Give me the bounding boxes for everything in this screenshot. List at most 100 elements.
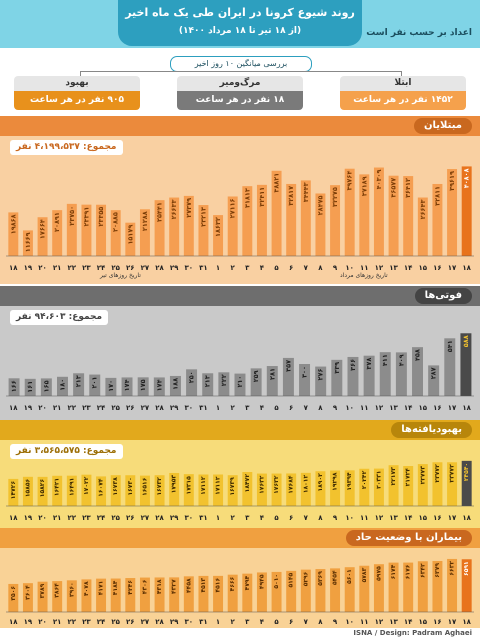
infected-value-label: ۲۷۳۷۹ — [185, 198, 193, 218]
recovered-bar — [461, 460, 472, 506]
deaths-day-tick: ۱۴ — [404, 404, 413, 412]
deaths-day-tick: ۲۰ — [38, 404, 47, 412]
units-note: اعداد بر حسب نفر است — [366, 28, 472, 38]
infected-bar — [388, 175, 399, 256]
deaths-day-tick: ۳ — [245, 404, 250, 412]
recovered-day-tick: ۱۱ — [360, 514, 369, 522]
deaths-value-label: ۲۰۱ — [91, 377, 99, 389]
deaths-summary-value: ۱۸ نفر در هر ساعت — [177, 91, 303, 110]
critical-value-label: ۴۰۷۸ — [83, 581, 90, 596]
deaths-value-label: ۲۸۱ — [268, 368, 276, 380]
infected-bar — [403, 176, 414, 256]
infected-bar — [315, 193, 326, 256]
deaths-day-tick: ۲۸ — [155, 404, 164, 412]
recovered-bar — [286, 473, 297, 506]
critical-day-tick: ۱۷ — [448, 618, 457, 626]
recovered-bar — [183, 474, 194, 506]
recovered-chart: ۱۴۷۲۶ ۱۵۸۵۶ ۱۵۸۲۶ ۱۶۴۲۱ ۱۶۴۹۱ ۱۷۰۲۲ ۱۶۰۷۴ ۱۶۷۳۸… — [6, 460, 474, 522]
deaths-bar — [218, 372, 230, 396]
infected-day-tick: ۱۸ — [462, 264, 471, 272]
critical-day-tick: ۲۲ — [68, 618, 77, 626]
critical-value-label: ۴۴۵۸ — [185, 578, 192, 593]
recovered-bar — [447, 462, 458, 506]
recovered-bar — [315, 471, 326, 506]
deaths-day-tick: ۱۷ — [448, 404, 457, 412]
critical-value-label: ۴۳۱۸ — [156, 579, 163, 594]
deaths-bar — [363, 355, 375, 396]
deaths-value-label: ۲۱۰ — [236, 376, 244, 388]
recovered-day-tick: ۲۲ — [68, 514, 77, 522]
deaths-day-tick: ۱۸ — [462, 404, 471, 412]
deaths-bar — [202, 373, 214, 396]
critical-bar — [242, 573, 253, 612]
recovered-bar — [388, 465, 399, 506]
infected-value-label: ۳۶۴۱۲ — [404, 178, 412, 198]
recovered-day-tick: ۱۳ — [389, 514, 398, 522]
deaths-value-label: ۴۰۹ — [397, 354, 405, 366]
infected-day-tick: ۱۳ — [389, 264, 398, 272]
critical-value-label: ۶۳۴۲ — [419, 563, 426, 578]
infected-bar — [8, 212, 19, 256]
infected-value-label: ۴۰۳۰۹ — [375, 169, 383, 189]
critical-day-tick: ۴ — [260, 618, 265, 626]
recovered-value-label: ۱۵۸۵۶ — [24, 478, 31, 497]
critical-day-tick: ۲۹ — [170, 618, 179, 626]
recovered-bar — [242, 472, 253, 506]
infected-day-tick: ۲۶ — [126, 264, 135, 272]
critical-value-label: ۴۵۱۶ — [215, 578, 222, 593]
infected-value-label: ۲۳۳۵۵ — [97, 207, 105, 227]
recovered-day-tick: ۲۱ — [53, 514, 62, 522]
deaths-bar — [428, 365, 440, 396]
recovered-day-tick: ۱۶ — [433, 514, 442, 522]
deaths-value-label: ۱۶۱ — [26, 381, 34, 393]
deaths-bar — [347, 356, 359, 396]
critical-day-tick: ۱۰ — [345, 618, 354, 626]
critical-value-label: ۴۲۴۶ — [127, 580, 134, 595]
critical-value-label: ۴۱۸۴ — [112, 580, 119, 595]
infected-value-label: ۳۲۲۷۵ — [331, 187, 339, 207]
infected-day-tick: ۱۲ — [375, 264, 384, 272]
recovered-value-label: ۲۴۵۴۰ — [463, 463, 470, 481]
credit-text: ISNA / Design: Padram Aghaei — [353, 629, 472, 637]
recovered-day-tick: ۱۸ — [462, 514, 471, 522]
critical-bar — [37, 581, 48, 612]
critical-value-label: ۵۲۹۶ — [302, 571, 309, 586]
mordad-axis-label: تاریخ روزهای مرداد — [340, 272, 388, 279]
recovered-bar — [373, 468, 384, 506]
recovered-day-tick: ۱۲ — [375, 514, 384, 522]
recovered-day-tick: ۳ — [245, 514, 250, 522]
recovered-value-label: ۱۶۰۷۴ — [98, 478, 105, 497]
deaths-day-tick: ۲ — [231, 404, 236, 412]
infected-bar — [139, 209, 150, 256]
infected-bar — [169, 197, 180, 256]
critical-value-label: ۴۷۹۴ — [244, 575, 251, 590]
critical-header: بیماران با وضعیت حاد — [0, 528, 480, 548]
infected-bar — [271, 170, 282, 256]
critical-value-label: ۳۵۰۶ — [10, 586, 17, 601]
recovered-day-tick: ۹ — [333, 514, 338, 522]
infected-day-tick: ۱۰ — [345, 264, 354, 272]
critical-bar — [183, 576, 194, 612]
infected-day-tick: ۲۷ — [141, 264, 150, 272]
deaths-day-tick: ۱۸ — [9, 404, 18, 412]
deaths-bar — [266, 366, 278, 396]
critical-bar — [81, 579, 92, 612]
deaths-value-label: ۲۸۷ — [430, 367, 438, 379]
deaths-value-label: ۴۱۱ — [381, 354, 389, 366]
deaths-day-tick: ۵ — [274, 404, 279, 412]
critical-bar — [154, 577, 165, 612]
recovered-day-tick: ۲۶ — [126, 514, 135, 522]
recovered-value-label: ۱۷۹۵۳ — [171, 475, 178, 494]
critical-value-label: ۴۳۲۷ — [171, 579, 178, 594]
recovered-day-tick: ۷ — [304, 514, 309, 522]
recovered-value-label: ۱۶۷۳۰ — [127, 477, 134, 495]
infected-bar — [81, 204, 92, 256]
deaths-day-tick: ۹ — [333, 404, 338, 412]
recovered-value-label: ۱۶۴۹۱ — [68, 478, 75, 496]
deaths-value-label: ۱۷۴ — [123, 379, 131, 391]
recovered-bar — [256, 473, 267, 506]
infected-day-tick: ۱۹ — [24, 264, 33, 272]
recovered-value-label: ۱۷۱۱۲ — [200, 476, 207, 495]
critical-value-label: ۶۵۹۱ — [463, 561, 470, 576]
recovered-bar — [139, 475, 150, 506]
